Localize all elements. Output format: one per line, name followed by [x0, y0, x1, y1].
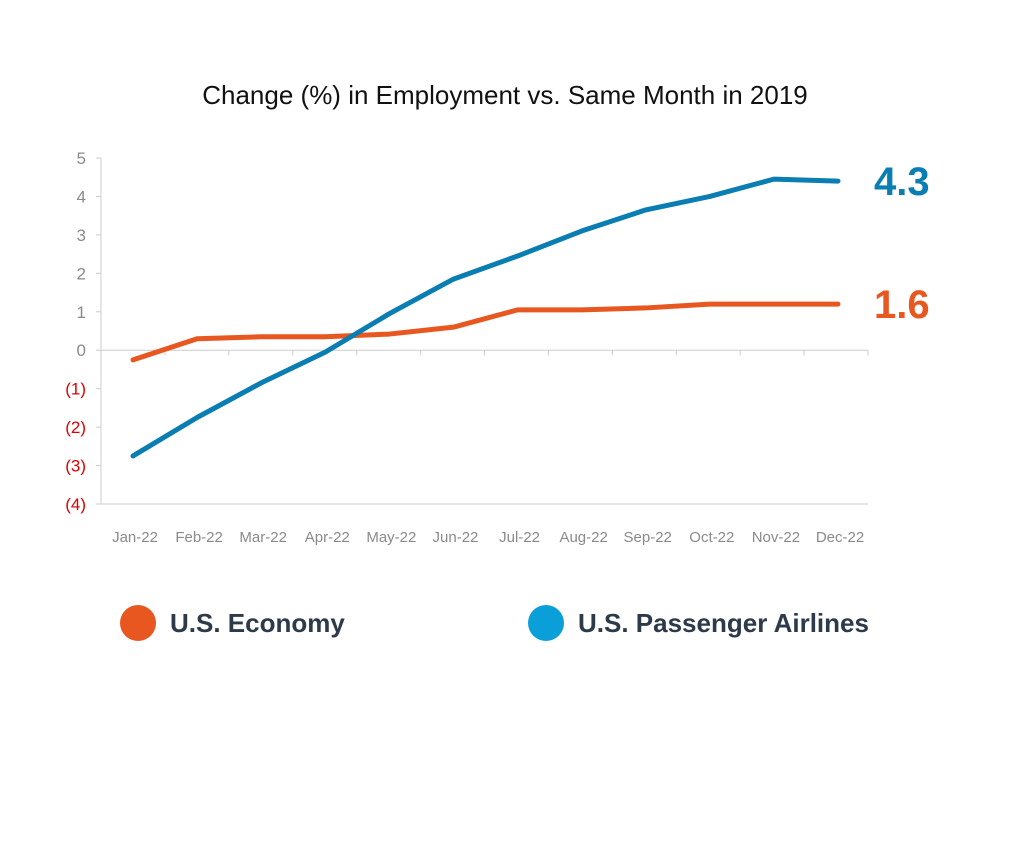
y-tick-label: 4 — [77, 187, 86, 206]
y-tick-label: 2 — [77, 264, 86, 283]
x-tick-label: Feb-22 — [175, 529, 223, 546]
legend-label: U.S. Passenger Airlines — [578, 607, 869, 638]
legend-item-us-economy: U.S. Economy — [120, 605, 345, 641]
y-tick-label: (1) — [65, 380, 86, 399]
x-tick-label: Jul-22 — [499, 529, 540, 546]
x-tick-label: Sep-22 — [624, 529, 672, 546]
series-line-us-passenger-airlines — [130, 176, 841, 459]
legend-swatch — [120, 605, 156, 641]
chart-axes: 5 4 3 2 1 0 (1) (2) (3) (4) Jan-22 Feb-22 Mar-22 Apr-… — [65, 149, 869, 546]
x-tick-label: Jan-22 — [112, 529, 158, 546]
legend-label: U.S. Economy — [170, 607, 345, 638]
series-end-label: 4.3 — [874, 160, 930, 204]
x-tick-label: Mar-22 — [239, 529, 287, 546]
y-tick-label: 5 — [77, 149, 86, 168]
y-tick-label: 3 — [77, 226, 86, 245]
y-tick-label: (2) — [65, 418, 86, 437]
x-tick-label: Oct-22 — [689, 529, 734, 546]
x-tick-label: Apr-22 — [305, 529, 350, 546]
x-tick-label: May-22 — [366, 529, 416, 546]
x-tick-label: Nov-22 — [752, 529, 800, 546]
legend-item-us-passenger-airlines: U.S. Passenger Airlines — [528, 605, 869, 641]
labels-layer: 1.6 4.3 — [874, 160, 930, 327]
legend-swatch — [528, 605, 564, 641]
y-tick-label: 0 — [77, 341, 86, 360]
x-tick-label: Aug-22 — [559, 529, 607, 546]
series-line-us-economy — [130, 301, 841, 363]
series-layer — [130, 176, 841, 459]
y-tick-label: 1 — [77, 303, 86, 322]
x-tick-label: Jun-22 — [433, 529, 479, 546]
chart-title: Change (%) in Employment vs. Same Month … — [202, 80, 808, 110]
y-tick-label: (4) — [65, 495, 86, 514]
y-tick-label: (3) — [65, 457, 86, 476]
series-end-label: 1.6 — [874, 283, 930, 327]
x-tick-label: Dec-22 — [816, 529, 864, 546]
